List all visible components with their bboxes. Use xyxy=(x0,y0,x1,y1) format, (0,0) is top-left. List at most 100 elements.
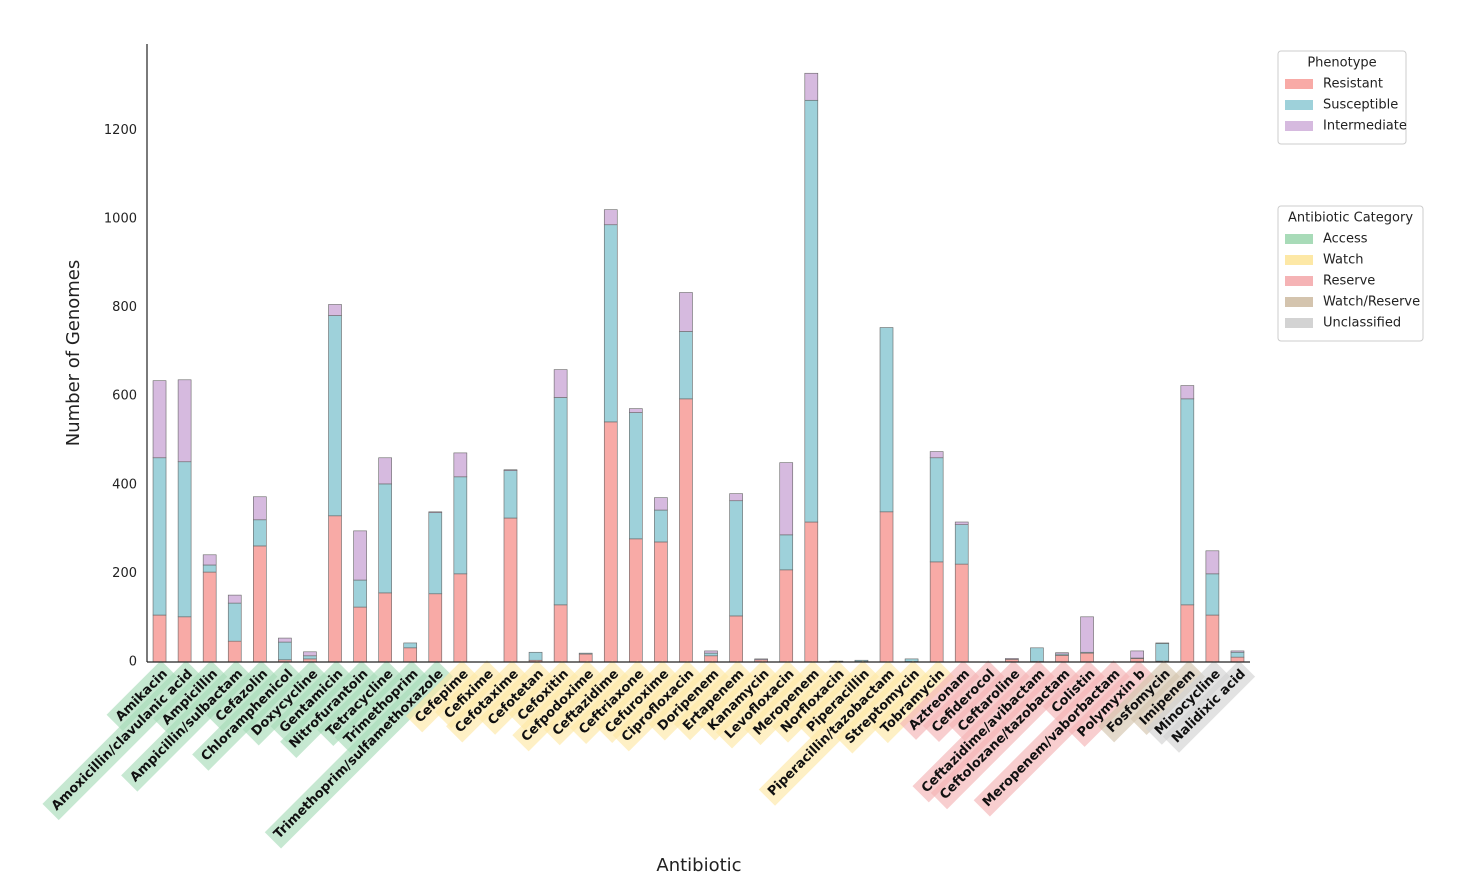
bar-segment xyxy=(679,292,693,332)
bar-segment xyxy=(202,564,217,573)
x-tick-label-background xyxy=(758,660,905,806)
bar-segment xyxy=(804,72,819,101)
x-tick-label-background xyxy=(912,660,1055,803)
y-tick-label: 600 xyxy=(112,389,137,404)
x-tick-label-background xyxy=(478,660,554,735)
bar-segment xyxy=(503,469,518,471)
bar-segment xyxy=(1180,385,1195,400)
bar-segment xyxy=(353,530,367,581)
bar-segment xyxy=(654,509,668,543)
bar-segment xyxy=(553,397,568,606)
x-tick-label-background xyxy=(512,660,604,752)
x-tick-label-background xyxy=(715,660,804,749)
bar-segment xyxy=(879,511,894,663)
bar-segment xyxy=(227,640,242,663)
bar-segment xyxy=(929,561,944,663)
x-tick-label-background xyxy=(673,660,754,741)
x-tick-label-background xyxy=(771,660,855,743)
bar-segment xyxy=(704,650,718,654)
legend-title: Phenotype xyxy=(1307,56,1376,71)
legend-swatch xyxy=(1285,234,1313,244)
x-tick-label-background xyxy=(206,660,278,732)
x-tick-label-background xyxy=(948,660,1030,742)
x-tick-label-background xyxy=(152,660,228,735)
x-tick-label-background xyxy=(334,660,428,754)
bar-segment xyxy=(1080,616,1094,653)
bar-segment xyxy=(729,615,743,663)
bar-segment xyxy=(1180,604,1195,663)
bar-segment xyxy=(629,412,643,540)
x-tick-label-background xyxy=(612,660,704,752)
bar-segment xyxy=(403,647,418,663)
bar-segment xyxy=(503,470,518,519)
bar-segment xyxy=(152,380,167,459)
bar-segment xyxy=(654,497,668,511)
legend-label: Access xyxy=(1323,232,1368,247)
x-tick-label-background xyxy=(899,660,980,740)
bar-segment xyxy=(453,476,468,575)
bar-segment xyxy=(328,304,342,316)
x-tick-label-background xyxy=(42,660,203,821)
bar-segment xyxy=(629,408,643,413)
bar-segment xyxy=(1205,573,1220,616)
bar-segment xyxy=(227,594,242,604)
bar-segment xyxy=(804,521,819,663)
bar-segment xyxy=(1230,650,1245,653)
legend-title: Antibiotic Category xyxy=(1288,211,1413,226)
bar-segment xyxy=(328,515,342,663)
bar-segment xyxy=(1130,650,1144,659)
legend-box xyxy=(1277,50,1407,145)
x-tick-label-background xyxy=(242,660,328,746)
bar-segment xyxy=(854,659,869,662)
bar-segment xyxy=(378,457,392,485)
x-tick-label-background xyxy=(744,660,829,746)
bar-segment xyxy=(428,511,443,514)
bar-segment xyxy=(553,369,568,398)
bar-segment xyxy=(1080,652,1094,663)
bar-segment xyxy=(278,637,292,643)
y-tick-label: 1200 xyxy=(104,123,137,138)
bar-segment xyxy=(1005,658,1019,660)
legend-label: Intermediate xyxy=(1323,119,1407,134)
x-tick-label-background xyxy=(698,660,779,741)
bar-segment xyxy=(954,521,969,525)
bar-segment xyxy=(353,579,367,608)
bar-segment xyxy=(779,534,794,571)
bar-segment xyxy=(779,462,794,536)
bar-segment xyxy=(1230,651,1245,658)
x-tick-label-background xyxy=(317,660,403,747)
bar-segment xyxy=(954,524,969,565)
x-tick-label-background xyxy=(106,660,178,731)
bar-segment xyxy=(578,653,593,663)
bar-segment xyxy=(904,658,919,662)
legend-label: Unclassified xyxy=(1323,316,1401,331)
legend-label: Reserve xyxy=(1323,274,1375,289)
bar-segment xyxy=(177,616,192,663)
y-tick-label: 0 xyxy=(129,655,137,670)
y-tick-label: 800 xyxy=(112,300,137,315)
bar-segment xyxy=(879,327,894,513)
legend-swatch xyxy=(1285,276,1313,286)
bar-segment xyxy=(253,545,267,663)
legend-label: Watch/Reserve xyxy=(1323,295,1420,310)
x-tick-label-background xyxy=(569,660,654,744)
y-tick-label: 200 xyxy=(112,566,137,581)
x-tick-label-background xyxy=(1068,660,1155,747)
bar-segment xyxy=(679,331,693,400)
bar-segment xyxy=(453,573,468,663)
x-tick-label-background xyxy=(280,660,378,758)
x-tick-label-background xyxy=(508,660,579,731)
bar-segment xyxy=(603,224,618,423)
x-tick-label-background xyxy=(922,660,1005,743)
legend-label: Susceptible xyxy=(1323,98,1398,113)
bar-segment xyxy=(202,571,217,663)
bar-segment xyxy=(779,569,794,663)
x-tick-label-background xyxy=(270,660,353,743)
y-axis-title: Number of Genomes xyxy=(63,260,84,447)
x-tick-label-background xyxy=(192,660,303,771)
x-tick-label-background xyxy=(930,660,1080,810)
bar-segment xyxy=(578,652,593,655)
x-tick-label-background xyxy=(446,660,529,743)
legend-label: Resistant xyxy=(1323,77,1383,92)
